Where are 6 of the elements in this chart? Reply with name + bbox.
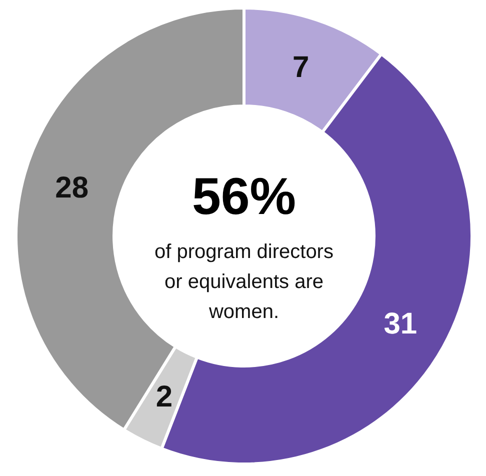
data-label: 31 <box>384 308 418 341</box>
text: of program directors or equivalents are women. <box>154 241 334 323</box>
text: 56% <box>192 168 296 226</box>
data-label: 28 <box>55 172 89 205</box>
data-label: 7 <box>292 50 310 84</box>
data-label: 2 <box>156 380 173 414</box>
